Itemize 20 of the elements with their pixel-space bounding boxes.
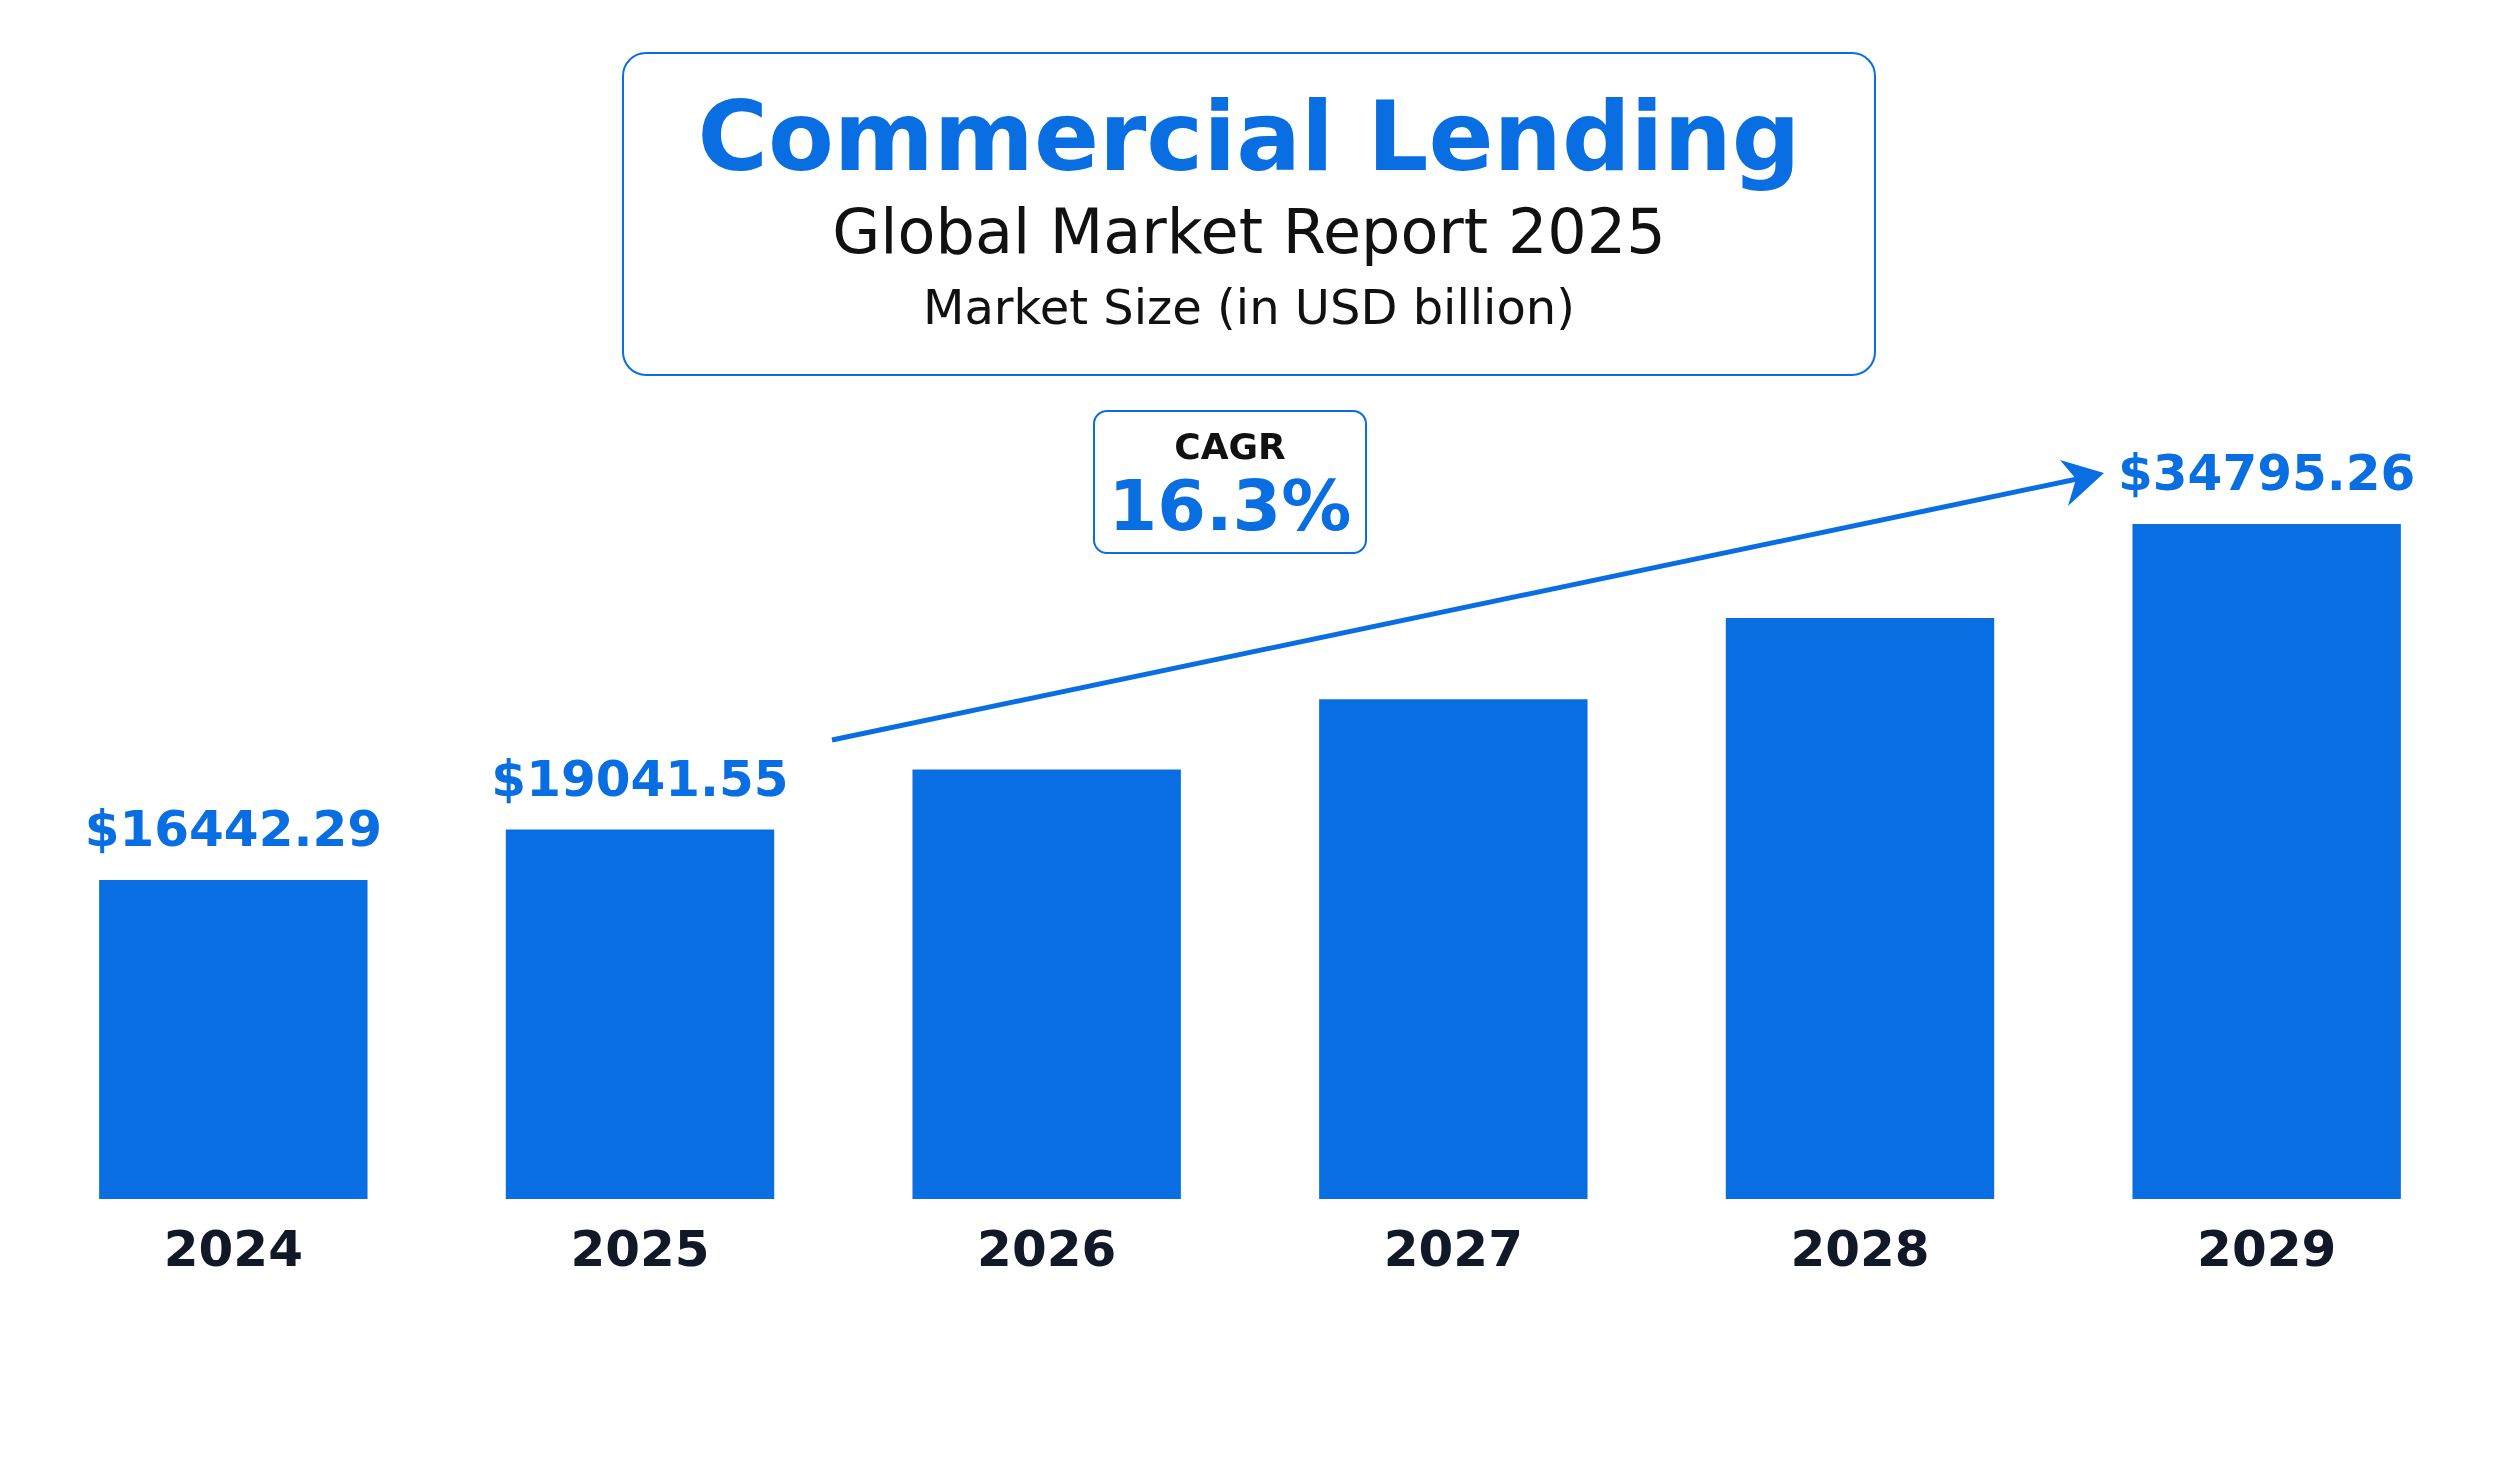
bar xyxy=(1725,617,1995,1199)
x-tick-label: 2025 xyxy=(570,1219,710,1278)
data-label: $16442.29 xyxy=(84,800,382,858)
chart-title: Commercial Lending xyxy=(696,81,1802,193)
bar xyxy=(505,829,775,1199)
bar xyxy=(1319,699,1588,1199)
x-tick-label: 2026 xyxy=(977,1219,1117,1278)
data-label: $19041.55 xyxy=(491,749,789,808)
bar xyxy=(2132,523,2401,1199)
text: CAGR xyxy=(1173,426,1287,468)
bar xyxy=(912,769,1181,1199)
x-tick-label: 2024 xyxy=(163,1219,303,1278)
x-tick-label: 2027 xyxy=(1383,1219,1523,1278)
annotation: 16.3% xyxy=(1107,465,1353,547)
bar xyxy=(99,880,368,1199)
data-label: $34795.26 xyxy=(2118,443,2416,502)
x-tick-label: 2029 xyxy=(2197,1219,2337,1278)
chart-subtitle: Global Market Report 2025 xyxy=(831,194,1667,270)
x-tick-label: 2028 xyxy=(1790,1219,1930,1278)
text: Market Size (in USD billion) xyxy=(922,278,1576,337)
